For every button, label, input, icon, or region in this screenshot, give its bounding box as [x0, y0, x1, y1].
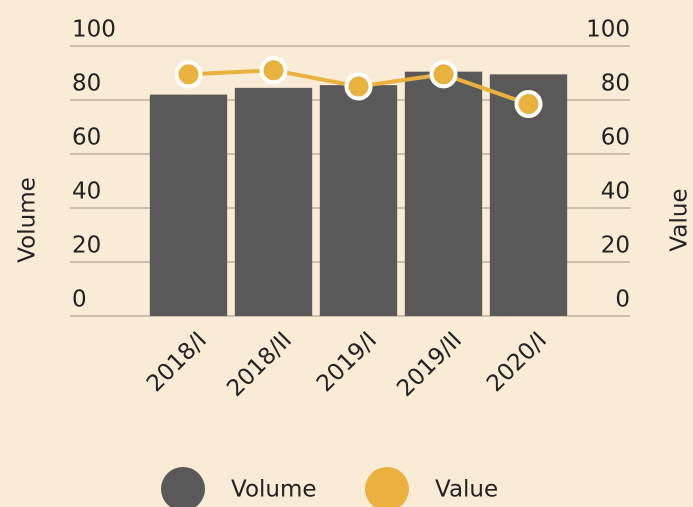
bar [149, 94, 228, 316]
bar [319, 85, 398, 317]
y2-tick-label: 80 [601, 71, 630, 97]
y-tick-label: 80 [72, 71, 101, 97]
x-tick-label: 2019/I [312, 327, 382, 397]
y2-tick-label: 0 [615, 287, 630, 313]
line-point [259, 56, 288, 85]
x-tick-label: 2018/II [222, 327, 297, 402]
legend-marker [365, 467, 409, 507]
y2-tick-label: 20 [601, 233, 630, 259]
bar [234, 87, 313, 316]
x-tick-label: 2019/II [392, 327, 467, 402]
y-tick-label: 100 [72, 17, 116, 43]
legend-marker [161, 467, 205, 507]
line-point [174, 60, 203, 89]
y2-tick-label: 60 [601, 125, 630, 151]
line-point [344, 72, 373, 101]
y-axis-title: Volume [15, 177, 41, 263]
y2-tick-label: 40 [601, 179, 630, 205]
line-point [429, 60, 458, 89]
y-tick-label: 20 [72, 233, 101, 259]
legend-label: Value [435, 477, 498, 503]
y2-tick-label: 100 [586, 17, 630, 43]
legend-label: Volume [231, 477, 317, 503]
y-tick-label: 0 [72, 287, 87, 313]
x-tick-label: 2020/I [482, 327, 552, 397]
bar [404, 71, 483, 317]
x-tick-label: 2018/I [142, 327, 212, 397]
line-point [514, 90, 543, 119]
y2-axis-title: Value [667, 188, 693, 251]
y-tick-label: 60 [72, 125, 101, 151]
y-tick-label: 40 [72, 179, 101, 205]
